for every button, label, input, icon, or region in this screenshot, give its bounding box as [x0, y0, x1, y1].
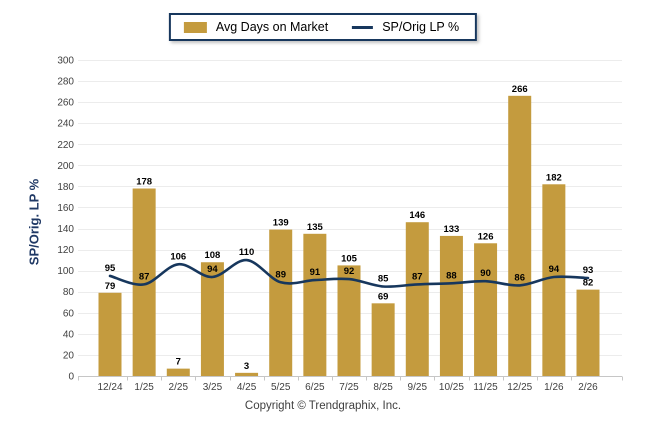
bar-1/25: [132, 188, 156, 376]
bar-9/25: [405, 222, 429, 376]
legend-bar-label: Avg Days on Market: [215, 20, 329, 34]
y-tick-label: 280: [57, 77, 74, 88]
x-tick-label: 10/25: [439, 382, 464, 393]
bar-value-label: 139: [273, 218, 289, 229]
line-value-label: 92: [344, 266, 355, 277]
line-value-label: 93: [583, 265, 594, 276]
line-value-label: 94: [549, 264, 560, 275]
bar-value-label: 266: [512, 84, 528, 95]
line-value-label: 86: [514, 272, 525, 283]
bar-6/25: [303, 233, 327, 376]
line-value-label: 87: [412, 271, 423, 282]
x-tick-label: 11/25: [473, 382, 498, 393]
y-tick-label: 80: [63, 287, 75, 298]
bar-series-swatch: [183, 21, 207, 33]
line-value-label: 106: [170, 251, 186, 262]
bar-3/25: [200, 262, 224, 376]
bar-12/25: [508, 95, 532, 377]
line-value-label: 110: [239, 247, 254, 258]
bar-value-label: 7: [176, 357, 181, 368]
x-tick-label: 12/24: [97, 382, 122, 393]
bar-1/26: [542, 184, 566, 376]
y-tick-label: 0: [68, 372, 74, 383]
y-tick-label: 200: [57, 161, 74, 172]
y-tick-label: 220: [57, 140, 74, 151]
bar-value-label: 126: [478, 231, 494, 242]
bar-10/25: [439, 235, 463, 376]
bar-5/25: [269, 229, 293, 376]
line-value-label: 90: [480, 268, 491, 279]
bar-value-label: 146: [409, 210, 425, 221]
bar-value-label: 182: [546, 172, 562, 183]
line-value-label: 94: [207, 264, 218, 275]
bar-7/25: [337, 265, 361, 376]
y-tick-label: 180: [57, 182, 74, 193]
bar-8/25: [371, 303, 395, 376]
line-value-label: 85: [378, 273, 389, 284]
y-tick-label: 100: [57, 266, 74, 277]
x-tick-label: 12/25: [507, 382, 532, 393]
y-tick-label: 260: [57, 98, 74, 109]
bar-value-label: 69: [378, 291, 389, 302]
y-tick-label: 40: [63, 329, 75, 340]
line-value-label: 91: [310, 267, 321, 278]
x-tick-label: 2/26: [578, 382, 598, 393]
y-tick-label: 160: [57, 203, 74, 214]
sp-orig-lp-line: [108, 258, 590, 288]
x-tick-label: 1/25: [134, 382, 154, 393]
x-tick-label: 6/25: [305, 382, 325, 393]
x-tick-label: 3/25: [203, 382, 223, 393]
bar-value-label: 178: [136, 177, 152, 188]
bar-value-label: 82: [583, 278, 594, 289]
bar-4/25: [235, 372, 259, 376]
line-value-label: 87: [139, 271, 150, 282]
copyright-text: Copyright © Trendgraphix, Inc.: [244, 400, 402, 412]
bar-2/26: [576, 289, 600, 376]
line-series-swatch: [352, 25, 374, 29]
legend-line-label: SP/Orig LP %: [382, 20, 460, 34]
x-tick-label: 5/25: [271, 382, 291, 393]
bar-value-label: 79: [105, 281, 116, 292]
bar-value-label: 3: [244, 361, 249, 372]
bar-2/25: [166, 368, 190, 376]
x-tick-label: 1/26: [544, 382, 564, 393]
bar-value-label: 135: [307, 222, 324, 233]
line-value-label: 95: [105, 263, 116, 274]
legend: Avg Days on Market SP/Orig LP %: [168, 13, 478, 41]
bar-12/24: [98, 292, 122, 376]
bar-value-label: 105: [341, 253, 358, 264]
line-value-label: 89: [275, 269, 286, 280]
y-tick-label: 240: [57, 119, 74, 130]
line-value-label: 88: [446, 270, 457, 281]
x-tick-label: 2/25: [169, 382, 189, 393]
y-axis-title: SP/Orig. LP %: [26, 178, 42, 266]
x-tick-label: 9/25: [408, 382, 428, 393]
y-tick-label: 120: [57, 245, 74, 256]
bar-value-label: 133: [443, 224, 459, 235]
x-tick-label: 4/25: [237, 382, 257, 393]
y-tick-label: 300: [57, 56, 74, 67]
x-tick-label: 8/25: [373, 382, 393, 393]
bar-value-label: 108: [204, 250, 220, 261]
bar-11/25: [474, 243, 498, 376]
x-tick-label: 7/25: [339, 382, 359, 393]
y-tick-label: 60: [63, 308, 75, 319]
y-tick-label: 140: [57, 224, 74, 235]
y-tick-label: 20: [63, 350, 75, 361]
